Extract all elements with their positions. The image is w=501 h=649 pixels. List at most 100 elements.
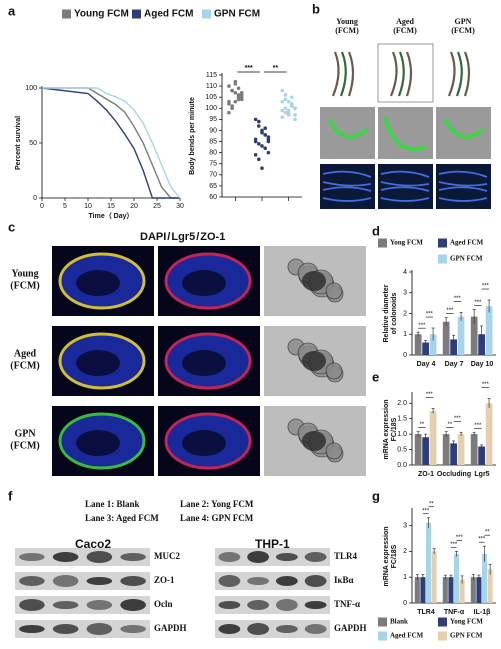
worm [380,186,430,192]
y-tick-label: 1 [403,331,407,338]
blot-strip [215,596,330,614]
significance-label: ** [273,65,279,72]
data-point [260,166,264,170]
legend-swatch [132,9,141,19]
column-label: (FCM) [335,26,359,35]
y-axis-label: Body bends per minute [189,97,196,175]
micrograph [378,107,433,159]
y-tick-label: 0.5 [397,446,407,453]
lumen [182,350,226,376]
data-point [253,137,258,142]
panel-label: c [8,219,15,234]
panel-label: d [372,223,380,238]
worm [322,181,372,187]
worm [397,51,405,97]
column-label: (FCM) [451,26,475,35]
organoid-core [302,351,326,371]
x-tick-label: Day 7 [445,361,464,368]
bar [414,434,422,465]
data-point [257,124,261,128]
blot-band [275,576,298,586]
y-tick-label: 0 [33,195,37,202]
blot-band [247,600,270,610]
significance-label: *** [454,416,462,422]
micrograph [377,43,434,103]
worm [322,197,372,202]
bar [448,577,454,603]
significance-label: *** [450,542,458,548]
blot-band [120,576,146,586]
blot-band [304,601,327,609]
blot-strip [215,548,330,566]
data-point [227,84,231,88]
stain-label: ZO-1 [200,231,225,243]
data-point [253,117,258,122]
legend-label: GPN FCM [450,632,483,640]
panel-label: a [8,3,16,18]
y-tick-label: 1.5 [397,416,407,423]
worm [380,181,430,187]
blot-strip [215,572,330,590]
legend-swatch [438,631,447,641]
data-point [239,97,244,102]
y-tick-label: 0 [403,600,407,607]
blot-band [52,624,79,634]
x-tick-label: ZO-1 [418,471,434,478]
y-tick-label: 70 [209,172,217,179]
data-point [293,106,297,111]
data-point [283,106,288,111]
micrograph [320,44,375,102]
lumen [182,430,226,456]
bar [470,577,476,603]
blot-band [247,577,270,585]
blot-band [86,577,113,585]
worm [438,181,488,187]
legend-label: Aged FCM [144,9,193,20]
blot-band [304,552,327,562]
significance-label: *** [482,382,490,388]
bar [429,410,437,465]
bar [454,553,460,603]
bar [457,316,465,355]
blot-strip [15,548,150,566]
legend-label: Yong FCM [450,618,483,626]
survival-line [42,87,180,199]
worm [383,116,426,151]
significance-label: *** [474,423,482,429]
bar [442,434,450,465]
x-tick-label: TLR4 [417,609,435,616]
worm [405,51,413,97]
panel-label: b [312,1,320,16]
significance-label: *** [454,296,462,302]
blot-strip [15,620,150,638]
bar [459,579,465,603]
y-axis-label: mRNA expression [383,399,390,459]
worm [443,118,485,139]
row-label: Aged [14,348,37,359]
bar [442,577,448,603]
y-axis-label: Percent survival [15,116,22,170]
blot-band [120,625,146,633]
legend-swatch [378,617,387,627]
x-axis-label: Time（ Day） [89,212,134,220]
worm [322,186,372,192]
data-point [293,117,297,122]
blot-band [19,625,45,633]
y-tick-label: 1.0 [397,431,407,438]
significance-label: ** [448,422,453,428]
row-label: GPN [14,428,36,439]
data-point [236,95,241,99]
row-label: (FCM) [10,280,39,291]
blot-band [19,576,45,586]
legend-label: Aged FCM [390,632,424,640]
y-tick-label: 100 [205,105,217,112]
protein-label: IκBα [334,575,354,585]
worm [347,51,355,97]
blot-strip [15,572,150,590]
x-tick-label: 10 [84,203,92,210]
data-point [280,88,285,93]
worm [331,51,340,97]
legend-swatch [202,9,211,19]
bar [485,403,493,465]
worm [438,170,488,178]
